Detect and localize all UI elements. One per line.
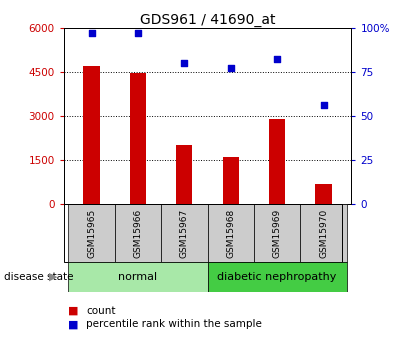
Text: GSM15970: GSM15970 [319, 208, 328, 257]
Point [227, 65, 234, 71]
Text: diabetic nephropathy: diabetic nephropathy [217, 272, 337, 282]
Text: ■: ■ [68, 306, 79, 315]
Text: ▶: ▶ [49, 272, 58, 282]
Bar [161, 204, 208, 262]
Bar [269, 119, 285, 204]
Bar [208, 204, 254, 262]
Text: GSM15968: GSM15968 [226, 208, 235, 257]
Bar [223, 157, 239, 204]
Text: GSM15966: GSM15966 [134, 208, 143, 257]
Bar [68, 262, 208, 292]
Bar [68, 204, 115, 262]
Text: ■: ■ [68, 319, 79, 329]
Title: GDS961 / 41690_at: GDS961 / 41690_at [140, 12, 275, 27]
Text: percentile rank within the sample: percentile rank within the sample [86, 319, 262, 329]
Text: GSM15965: GSM15965 [87, 208, 96, 257]
Bar [83, 66, 100, 204]
Text: GSM15969: GSM15969 [272, 208, 282, 257]
Point [320, 102, 327, 108]
Text: normal: normal [118, 272, 157, 282]
Bar [208, 262, 347, 292]
Text: disease state: disease state [4, 272, 74, 282]
Text: GSM15967: GSM15967 [180, 208, 189, 257]
Bar [176, 145, 192, 204]
Bar [254, 204, 300, 262]
Text: count: count [86, 306, 116, 315]
Point [135, 30, 141, 36]
Point [88, 30, 95, 36]
Bar [115, 204, 161, 262]
Point [181, 60, 188, 66]
Point [274, 57, 280, 62]
Bar [300, 204, 347, 262]
Bar [316, 185, 332, 204]
Bar [130, 73, 146, 204]
